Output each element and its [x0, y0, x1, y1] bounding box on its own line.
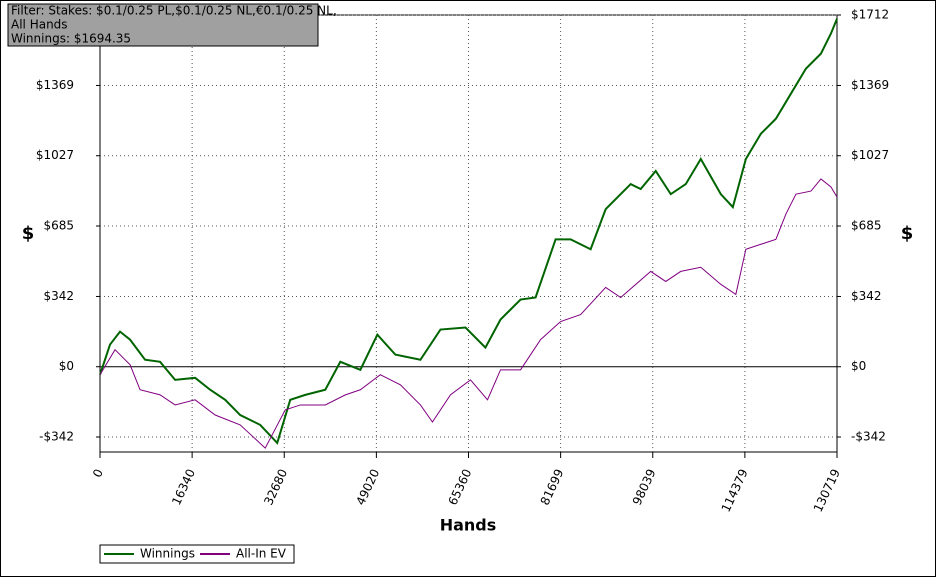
y2-tick-label: $1712 — [851, 8, 889, 22]
filter-text: All Hands — [11, 18, 68, 32]
y2-tick-label: -$342 — [851, 430, 886, 444]
y2-tick-label: $685 — [851, 219, 882, 233]
x-axis-label: Hands — [440, 516, 497, 535]
y2-tick-label: $0 — [851, 359, 866, 373]
y2-tick-label: $1027 — [851, 148, 889, 162]
legend-label: All-In EV — [236, 547, 287, 561]
y-tick-label: $685 — [43, 219, 74, 233]
filter-text: Winnings: $1694.35 — [11, 32, 131, 46]
plot-area — [99, 14, 838, 453]
filter-box — [7, 3, 319, 47]
legend-label: Winnings — [140, 547, 195, 561]
filter-text: Filter: Stakes: $0.1/0.25 PL,$0.1/0.25 N… — [11, 4, 337, 18]
y-tick-label: $1369 — [36, 78, 74, 92]
y2-tick-label: $1369 — [851, 78, 889, 92]
legend-box — [99, 544, 295, 564]
y-tick-label: $342 — [43, 289, 74, 303]
y2-axis-label: $ — [901, 223, 914, 244]
series-line — [99, 18, 838, 445]
series-line — [99, 178, 838, 449]
y-tick-label: $1027 — [36, 148, 74, 162]
y-tick-label: $0 — [59, 359, 74, 373]
y-axis-label: $ — [22, 223, 35, 244]
y2-tick-label: $342 — [851, 289, 882, 303]
y-tick-label: -$342 — [39, 430, 74, 444]
